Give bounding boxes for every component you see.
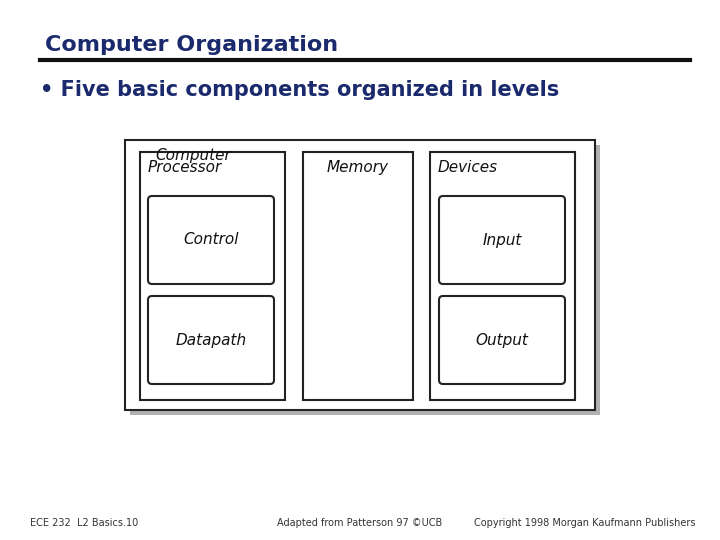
- Text: Computer: Computer: [155, 148, 230, 163]
- Bar: [435, 157, 580, 405]
- Bar: [430, 152, 575, 400]
- Bar: [303, 152, 413, 400]
- Text: Processor: Processor: [148, 160, 222, 175]
- FancyBboxPatch shape: [444, 201, 570, 289]
- Text: Devices: Devices: [438, 160, 498, 175]
- Text: Adapted from Patterson 97 ©UCB: Adapted from Patterson 97 ©UCB: [277, 518, 443, 528]
- Text: Memory: Memory: [327, 160, 389, 175]
- Text: Input: Input: [482, 233, 522, 247]
- Text: Output: Output: [476, 333, 528, 348]
- Text: Computer Organization: Computer Organization: [45, 35, 338, 55]
- FancyBboxPatch shape: [148, 196, 274, 284]
- Bar: [308, 157, 418, 405]
- Text: • Five basic components organized in levels: • Five basic components organized in lev…: [40, 80, 559, 100]
- FancyBboxPatch shape: [153, 201, 279, 289]
- Text: ECE 232  L2 Basics.10: ECE 232 L2 Basics.10: [30, 518, 138, 528]
- FancyBboxPatch shape: [439, 296, 565, 384]
- Bar: [140, 152, 285, 400]
- FancyBboxPatch shape: [153, 301, 279, 389]
- Bar: [145, 157, 290, 405]
- FancyBboxPatch shape: [148, 296, 274, 384]
- Text: Copyright 1998 Morgan Kaufmann Publishers: Copyright 1998 Morgan Kaufmann Publisher…: [474, 518, 695, 528]
- FancyBboxPatch shape: [439, 196, 565, 284]
- FancyBboxPatch shape: [444, 301, 570, 389]
- Bar: [130, 145, 600, 415]
- Bar: [125, 140, 595, 410]
- Text: Datapath: Datapath: [176, 333, 246, 348]
- Text: Control: Control: [184, 233, 239, 247]
